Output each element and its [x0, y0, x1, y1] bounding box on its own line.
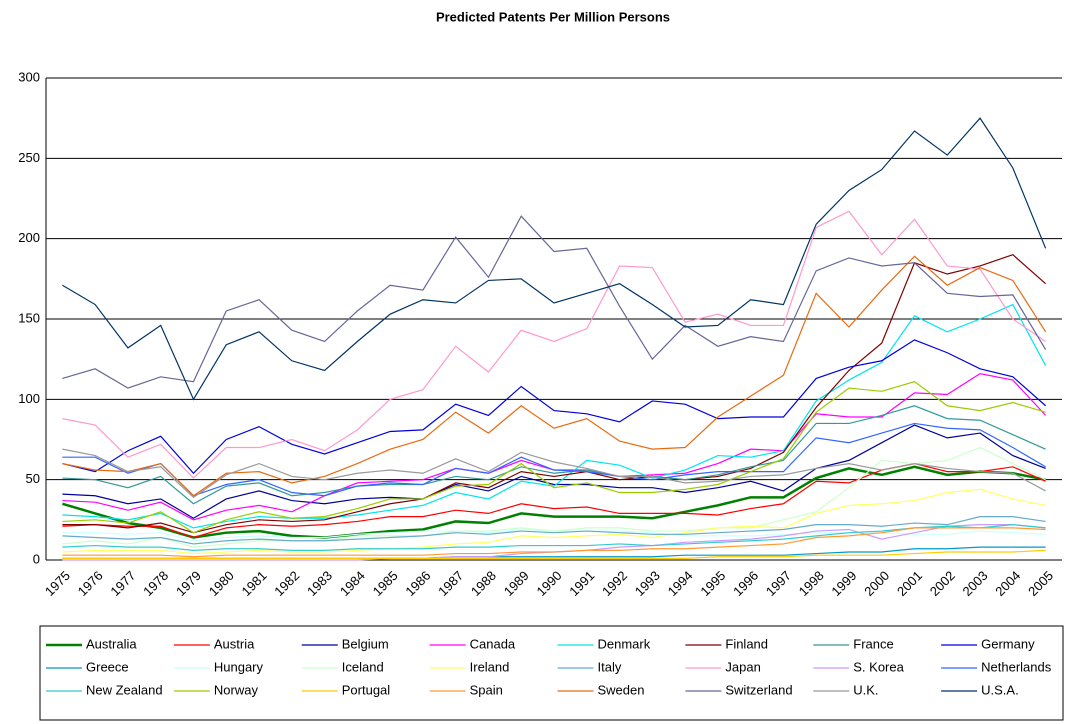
- legend-label: Belgium: [342, 636, 389, 651]
- legend-label: Portugal: [342, 682, 391, 697]
- x-tick-label: 1977: [107, 568, 138, 599]
- legend-label: Ireland: [470, 659, 510, 674]
- legend-label: Hungary: [214, 659, 264, 674]
- x-tick-label: 1984: [337, 568, 368, 599]
- y-tick-label: 0: [33, 551, 40, 566]
- y-tick-label: 50: [26, 471, 40, 486]
- x-tick-label: 1983: [304, 568, 335, 599]
- x-tick-label: 2002: [927, 568, 958, 599]
- series-line: [62, 381, 1046, 534]
- series-line: [62, 448, 1046, 499]
- legend-label: Spain: [470, 682, 503, 697]
- legend-box: [39, 625, 1064, 721]
- series-line: [62, 524, 1046, 551]
- x-tick-label: 1996: [730, 568, 761, 599]
- legend-label: S. Korea: [853, 659, 904, 674]
- series-line: [62, 465, 1046, 539]
- legend-label: Denmark: [598, 636, 651, 651]
- legend-label: France: [853, 636, 893, 651]
- legend-label: Switzerland: [725, 682, 792, 697]
- legend-label: New Zealand: [86, 682, 163, 697]
- y-tick-label: 200: [18, 230, 40, 245]
- legend-label: Italy: [598, 659, 622, 674]
- x-tick-label: 1980: [206, 568, 237, 599]
- series-line: [62, 446, 1046, 548]
- x-tick-label: 1987: [435, 568, 466, 599]
- x-tick-label: 1981: [239, 568, 270, 599]
- legend-label: Iceland: [342, 659, 384, 674]
- x-tick-label: 1976: [75, 568, 106, 599]
- series-line: [62, 303, 1047, 529]
- series-line: [62, 372, 1047, 521]
- x-tick-label: 1989: [501, 568, 532, 599]
- series-line: [62, 339, 1047, 475]
- series-line: [62, 117, 1047, 401]
- x-tick-label: 1991: [566, 568, 597, 599]
- x-tick-label: 2000: [861, 568, 892, 599]
- legend-label: Germany: [981, 636, 1035, 651]
- legend-label: Finland: [725, 636, 768, 651]
- legend-label: Austria: [214, 636, 255, 651]
- series-line: [62, 215, 1047, 389]
- x-tick-label: 2005: [1025, 568, 1056, 599]
- x-tick-label: 1975: [42, 568, 73, 599]
- series-line: [62, 549, 1046, 559]
- x-tick-label: 1993: [632, 568, 663, 599]
- y-tick-label: 150: [18, 310, 40, 325]
- y-tick-label: 250: [18, 150, 40, 165]
- legend-label: Greece: [86, 659, 129, 674]
- legend-label: U.K.: [853, 682, 878, 697]
- x-tick-label: 1979: [173, 568, 204, 599]
- x-tick-label: 1986: [402, 568, 433, 599]
- y-tick-label: 300: [18, 69, 40, 84]
- x-tick-label: 1992: [599, 568, 630, 599]
- legend-label: Canada: [470, 636, 516, 651]
- legend-label: Norway: [214, 682, 259, 697]
- series-line: [62, 527, 1046, 558]
- legend-label: U.S.A.: [981, 682, 1019, 697]
- x-tick-label: 2001: [894, 568, 925, 599]
- series-line: [62, 488, 1046, 555]
- legend-label: Sweden: [598, 682, 645, 697]
- series-line: [62, 516, 1046, 545]
- series-line: [62, 210, 1046, 479]
- chart-title: Predicted Patents Per Million Persons: [436, 9, 670, 24]
- x-tick-label: 1999: [828, 568, 859, 599]
- x-tick-label: 1997: [763, 568, 794, 599]
- x-tick-label: 2004: [992, 568, 1023, 599]
- x-tick-label: 1994: [665, 568, 696, 599]
- series-line: [62, 254, 1047, 534]
- y-tick-label: 100: [18, 391, 40, 406]
- x-tick-label: 1985: [370, 568, 401, 599]
- x-tick-label: 1998: [796, 568, 827, 599]
- x-tick-label: 1978: [140, 568, 171, 599]
- legend-label: Australia: [86, 636, 137, 651]
- x-tick-label: 1995: [697, 568, 728, 599]
- series-line: [62, 422, 1046, 497]
- x-tick-label: 1982: [271, 568, 302, 599]
- legend-label: Netherlands: [981, 659, 1052, 674]
- x-tick-label: 2003: [960, 568, 991, 599]
- series-line: [62, 424, 1046, 519]
- legend-label: Japan: [725, 659, 760, 674]
- x-tick-label: 1990: [533, 568, 564, 599]
- x-tick-label: 1988: [468, 568, 499, 599]
- series-line: [62, 405, 1046, 505]
- series-line: [62, 255, 1047, 497]
